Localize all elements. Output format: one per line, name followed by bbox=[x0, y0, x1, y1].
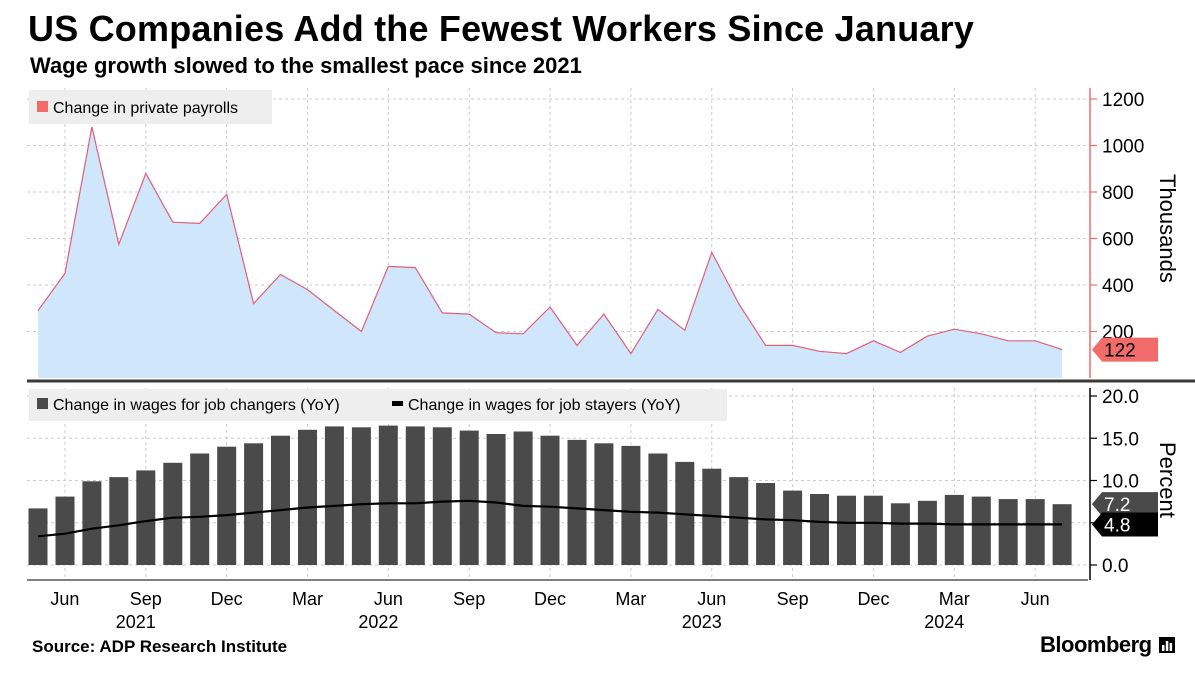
job-changers-bar bbox=[863, 495, 883, 565]
job-changers-bar bbox=[540, 435, 560, 565]
x-tick-label-month: Jun bbox=[50, 589, 79, 609]
payrolls-area bbox=[38, 126, 1063, 379]
top-legend-swatch bbox=[37, 101, 48, 112]
job-changers-bar bbox=[567, 439, 587, 565]
bottom-y-tick-label: 0.0 bbox=[1102, 556, 1128, 577]
job-changers-bar bbox=[190, 453, 210, 565]
job-changers-bar bbox=[82, 481, 102, 565]
job-changers-bar bbox=[890, 503, 910, 565]
job-changers-bar bbox=[998, 499, 1018, 565]
x-tick-label-year: 2022 bbox=[358, 612, 398, 632]
top-y-tick-label: 600 bbox=[1102, 230, 1134, 251]
job-stayers-line bbox=[37, 499, 1063, 538]
job-changers-bar bbox=[1025, 499, 1045, 565]
bottom-legend-swatch-bars bbox=[37, 398, 48, 409]
job-stayers-last-value-text: 4.8 bbox=[1104, 515, 1130, 536]
x-tick-label-month: Dec bbox=[534, 589, 566, 609]
top-y-tick-label: 400 bbox=[1102, 276, 1134, 297]
job-changers-bar bbox=[109, 477, 129, 565]
job-changers-bar bbox=[136, 470, 156, 565]
chart-subtitle: Wage growth slowed to the smallest pace … bbox=[30, 53, 582, 78]
job-changers-bar bbox=[917, 500, 937, 565]
job-changers-bar bbox=[648, 453, 668, 565]
top-y-axis-title: Thousands bbox=[1155, 174, 1180, 283]
x-tick-label-month: Dec bbox=[211, 589, 243, 609]
bloomberg-logo: Bloomberg bbox=[1040, 632, 1176, 658]
x-tick-label-month: Sep bbox=[777, 589, 809, 609]
job-changers-bar bbox=[28, 508, 48, 565]
bottom-legend-box bbox=[29, 389, 727, 421]
x-tick-label-month: Jun bbox=[374, 589, 403, 609]
job-changers-bar bbox=[756, 483, 776, 565]
job-changers-bar bbox=[351, 427, 371, 565]
job-changers-bar bbox=[1052, 504, 1072, 565]
top-legend-label: Change in private payrolls bbox=[53, 100, 238, 117]
job-changers-last-value-text: 7.2 bbox=[1104, 495, 1130, 516]
job-changers-bar bbox=[55, 496, 75, 565]
job-changers-bar bbox=[837, 495, 856, 565]
job-changers-bar bbox=[486, 434, 506, 565]
top-y-tick-label: 1000 bbox=[1102, 137, 1144, 158]
bottom-legend-label-line: Change in wages for job stayers (YoY) bbox=[408, 397, 680, 414]
top-y-tick-label: 1200 bbox=[1102, 90, 1144, 111]
x-tick-label-month: Mar bbox=[292, 589, 323, 609]
job-changers-bar bbox=[971, 496, 991, 565]
job-changers-bar bbox=[298, 429, 317, 565]
bottom-legend-label-bars: Change in wages for job changers (YoY) bbox=[53, 397, 340, 414]
job-changers-bar bbox=[244, 443, 264, 565]
job-changers-bar bbox=[217, 446, 237, 565]
job-changers-bar bbox=[405, 426, 425, 565]
payrolls-last-value-text: 122 bbox=[1104, 341, 1136, 362]
job-changers-last-value-tag bbox=[1092, 492, 1158, 517]
job-changers-bar bbox=[378, 425, 398, 565]
job-stayers-last-value-tag bbox=[1092, 512, 1158, 537]
payrolls-line bbox=[37, 126, 1063, 355]
x-tick-label-year: 2024 bbox=[924, 612, 964, 632]
bloomberg-terminal-icon bbox=[1158, 634, 1176, 653]
job-changers-bar bbox=[594, 443, 614, 565]
x-tick-label-month: Mar bbox=[615, 589, 646, 609]
x-tick-label-month: Mar bbox=[939, 589, 970, 609]
top-y-tick-label: 800 bbox=[1102, 183, 1134, 204]
x-tick-label-year: 2021 bbox=[116, 612, 156, 632]
bottom-y-tick-label: 10.0 bbox=[1102, 472, 1139, 493]
bottom-y-tick-label: 15.0 bbox=[1102, 429, 1139, 450]
job-changers-bar bbox=[513, 431, 533, 565]
job-changers-bar bbox=[432, 427, 452, 565]
job-changers-bar bbox=[621, 445, 641, 565]
source-note: Source: ADP Research Institute bbox=[32, 637, 288, 656]
payrolls-last-value-tag bbox=[1092, 337, 1158, 362]
chart-title: US Companies Add the Fewest Workers Sinc… bbox=[28, 8, 975, 49]
x-tick-label-year: 2023 bbox=[682, 612, 722, 632]
job-changers-bar bbox=[729, 477, 749, 565]
job-changers-bar bbox=[271, 435, 290, 565]
job-changers-bar bbox=[810, 494, 829, 565]
top-legend-box bbox=[29, 90, 272, 124]
x-tick-label-month: Sep bbox=[453, 589, 485, 609]
x-tick-label-month: Sep bbox=[130, 589, 162, 609]
x-tick-label-month: Dec bbox=[857, 589, 889, 609]
bottom-y-tick-label: 20.0 bbox=[1102, 387, 1139, 408]
brand-name: Bloomberg bbox=[1040, 632, 1152, 657]
job-changers-bar bbox=[459, 430, 479, 565]
x-tick-label-month: Jun bbox=[1021, 589, 1050, 609]
job-changers-bar bbox=[163, 462, 183, 565]
bottom-y-axis-title: Percent bbox=[1155, 442, 1180, 518]
bottom-legend-swatch-line bbox=[392, 401, 403, 406]
job-changers-bar bbox=[324, 426, 344, 565]
job-changers-bar bbox=[944, 494, 964, 565]
x-tick-label-month: Jun bbox=[697, 589, 726, 609]
job-changers-bar bbox=[783, 490, 803, 565]
